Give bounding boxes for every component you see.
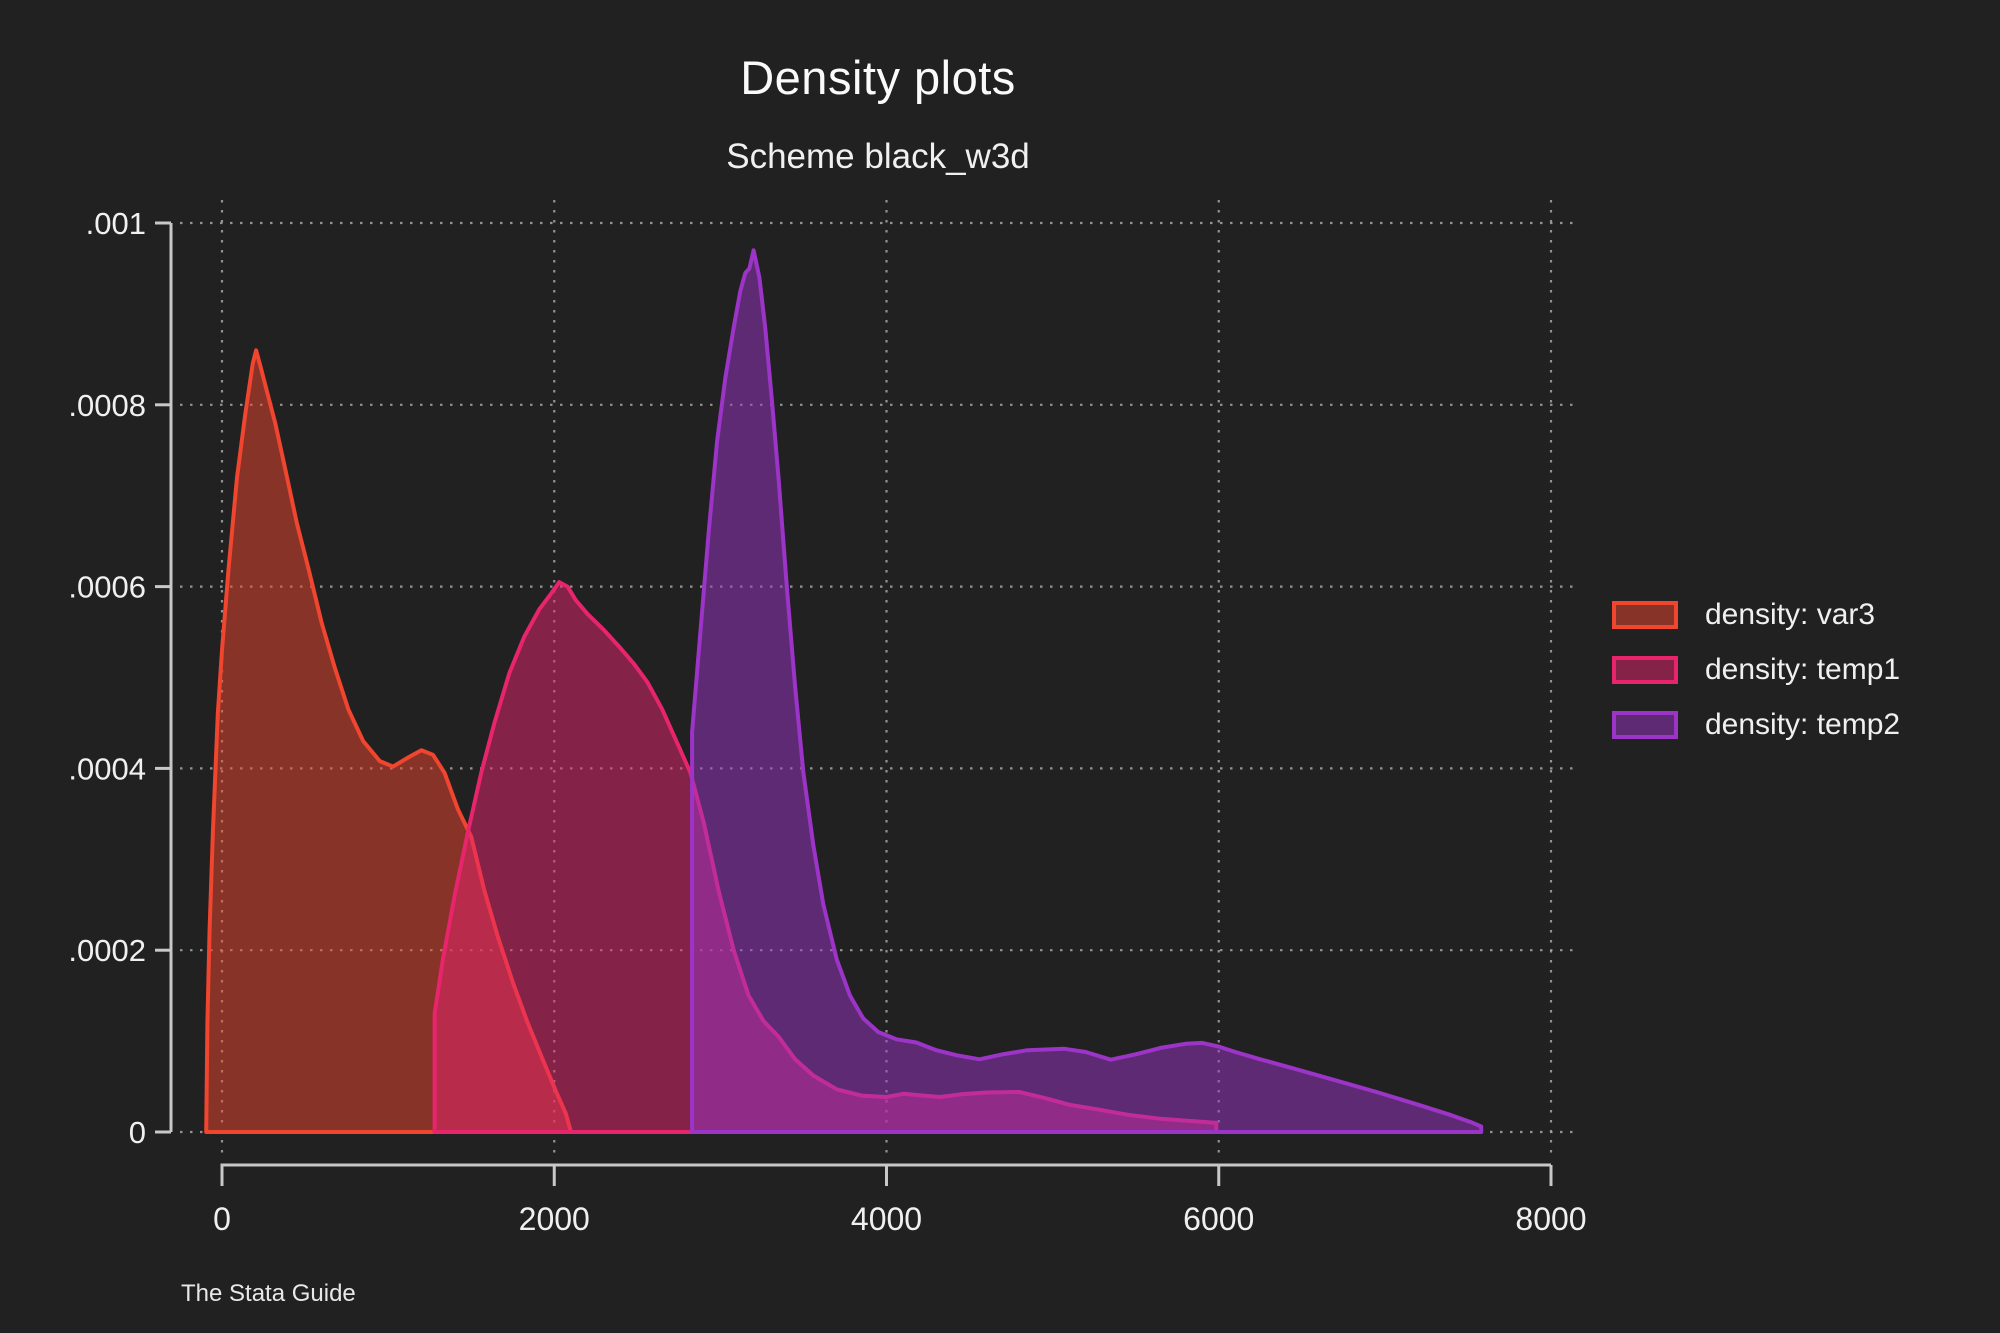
x-tick-label: 2000 — [519, 1201, 590, 1237]
chart-title: Density plots — [740, 51, 1016, 104]
y-tick-label: .001 — [86, 206, 146, 241]
legend-swatch — [1612, 656, 1678, 684]
legend-row: density: var3 — [1612, 598, 1900, 631]
legend-row: density: temp1 — [1612, 653, 1901, 686]
legend-row: density: temp2 — [1612, 708, 1901, 741]
y-tick-label: .0006 — [68, 570, 146, 605]
x-tick-label: 4000 — [851, 1201, 922, 1237]
legend-swatch — [1612, 711, 1678, 739]
y-tick-label: .0002 — [68, 933, 146, 968]
legend: density: var3 density: temp1 density: temp… — [1612, 598, 1901, 766]
y-tick-label: .0004 — [68, 751, 146, 786]
y-tick-label: 0 — [129, 1115, 146, 1150]
y-tick-label: .0008 — [68, 388, 146, 423]
x-tick-label: 8000 — [1515, 1201, 1586, 1237]
legend-label: density: temp1 — [1705, 653, 1901, 686]
legend-label: density: temp2 — [1705, 708, 1901, 741]
legend-label: density: var3 — [1705, 598, 1876, 631]
density-area-3 — [690, 248, 1484, 1134]
x-tick-label: 6000 — [1183, 1201, 1254, 1237]
legend-swatch — [1612, 601, 1678, 629]
caption-text: The Stata Guide — [181, 1280, 356, 1307]
x-tick-label: 0 — [213, 1201, 231, 1237]
chart-subtitle: Scheme black_w3d — [726, 137, 1030, 176]
